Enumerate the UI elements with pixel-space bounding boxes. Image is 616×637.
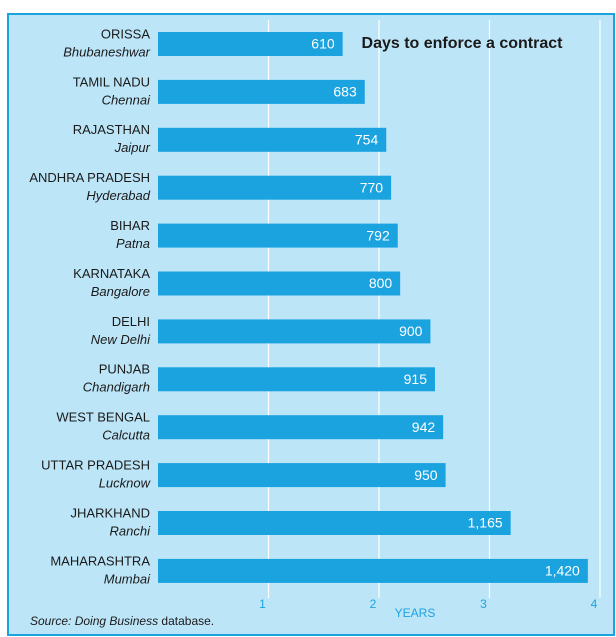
subcategory-label: Chandigarh bbox=[83, 380, 150, 395]
bar bbox=[158, 367, 435, 392]
subcategory-label: Ranchi bbox=[110, 523, 152, 538]
source: Source: Doing Business database. bbox=[30, 614, 214, 628]
bar bbox=[158, 319, 431, 344]
category-label: BIHAR bbox=[110, 218, 150, 233]
subcategory-label: Hyderabad bbox=[86, 188, 150, 203]
subcategory-label: Mumbai bbox=[104, 571, 151, 586]
category-label: TAMIL NADU bbox=[73, 74, 150, 89]
category-label: DELHI bbox=[112, 314, 150, 329]
bar bbox=[158, 127, 387, 152]
bar bbox=[158, 415, 444, 440]
bar bbox=[158, 32, 343, 56]
value-label: 610 bbox=[311, 36, 335, 52]
subcategory-label: Bangalore bbox=[91, 284, 150, 299]
category-label: JHARKHAND bbox=[71, 505, 150, 520]
bar bbox=[158, 175, 392, 200]
category-label: ANDHRA PRADESH bbox=[29, 170, 150, 185]
subcategory-label: Jaipur bbox=[114, 140, 151, 155]
value-label: 770 bbox=[360, 179, 384, 195]
source-rest: database. bbox=[161, 614, 214, 628]
x-tick-label: 2 bbox=[370, 597, 377, 611]
source-italic: Source: Doing Business bbox=[30, 614, 158, 628]
bar bbox=[158, 558, 588, 583]
bar bbox=[158, 271, 401, 296]
value-label: 754 bbox=[355, 132, 379, 148]
bar bbox=[158, 463, 446, 488]
bar bbox=[158, 79, 365, 104]
category-label: RAJASTHAN bbox=[73, 122, 150, 137]
value-label: 900 bbox=[399, 323, 423, 339]
bar bbox=[158, 511, 511, 535]
x-tick-label: 3 bbox=[480, 597, 487, 611]
x-axis-label: YEARS bbox=[395, 606, 436, 620]
bars bbox=[158, 32, 588, 583]
subcategory-label: Chennai bbox=[102, 92, 152, 107]
value-label: 950 bbox=[414, 467, 438, 483]
value-label: 915 bbox=[404, 371, 428, 387]
bar bbox=[158, 223, 398, 248]
category-label: MAHARASHTRA bbox=[50, 553, 150, 568]
category-label: UTTAR PRADESH bbox=[41, 458, 150, 473]
value-label: 792 bbox=[366, 227, 390, 243]
value-label: 942 bbox=[412, 419, 436, 435]
category-label: WEST BENGAL bbox=[56, 410, 150, 425]
subcategory-label: Bhubaneshwar bbox=[63, 44, 150, 59]
subcategory-label: Patna bbox=[116, 236, 150, 251]
subcategory-label: Calcutta bbox=[102, 428, 150, 443]
category-label: KARNATAKA bbox=[73, 266, 150, 281]
x-tick-label: 1 bbox=[259, 597, 266, 611]
chart-title: Days to enforce a contract bbox=[362, 35, 564, 52]
subcategory-label: New Delhi bbox=[91, 332, 151, 347]
value-label: 1,165 bbox=[468, 515, 503, 531]
value-label: 1,420 bbox=[545, 563, 580, 579]
category-label: PUNJAB bbox=[99, 362, 150, 377]
category-label: ORISSA bbox=[101, 26, 150, 41]
value-label: 683 bbox=[333, 84, 357, 100]
subcategory-label: Lucknow bbox=[99, 476, 152, 491]
value-label: 800 bbox=[369, 275, 393, 291]
grid bbox=[267, 20, 601, 598]
x-tick-label: 4 bbox=[591, 597, 598, 611]
